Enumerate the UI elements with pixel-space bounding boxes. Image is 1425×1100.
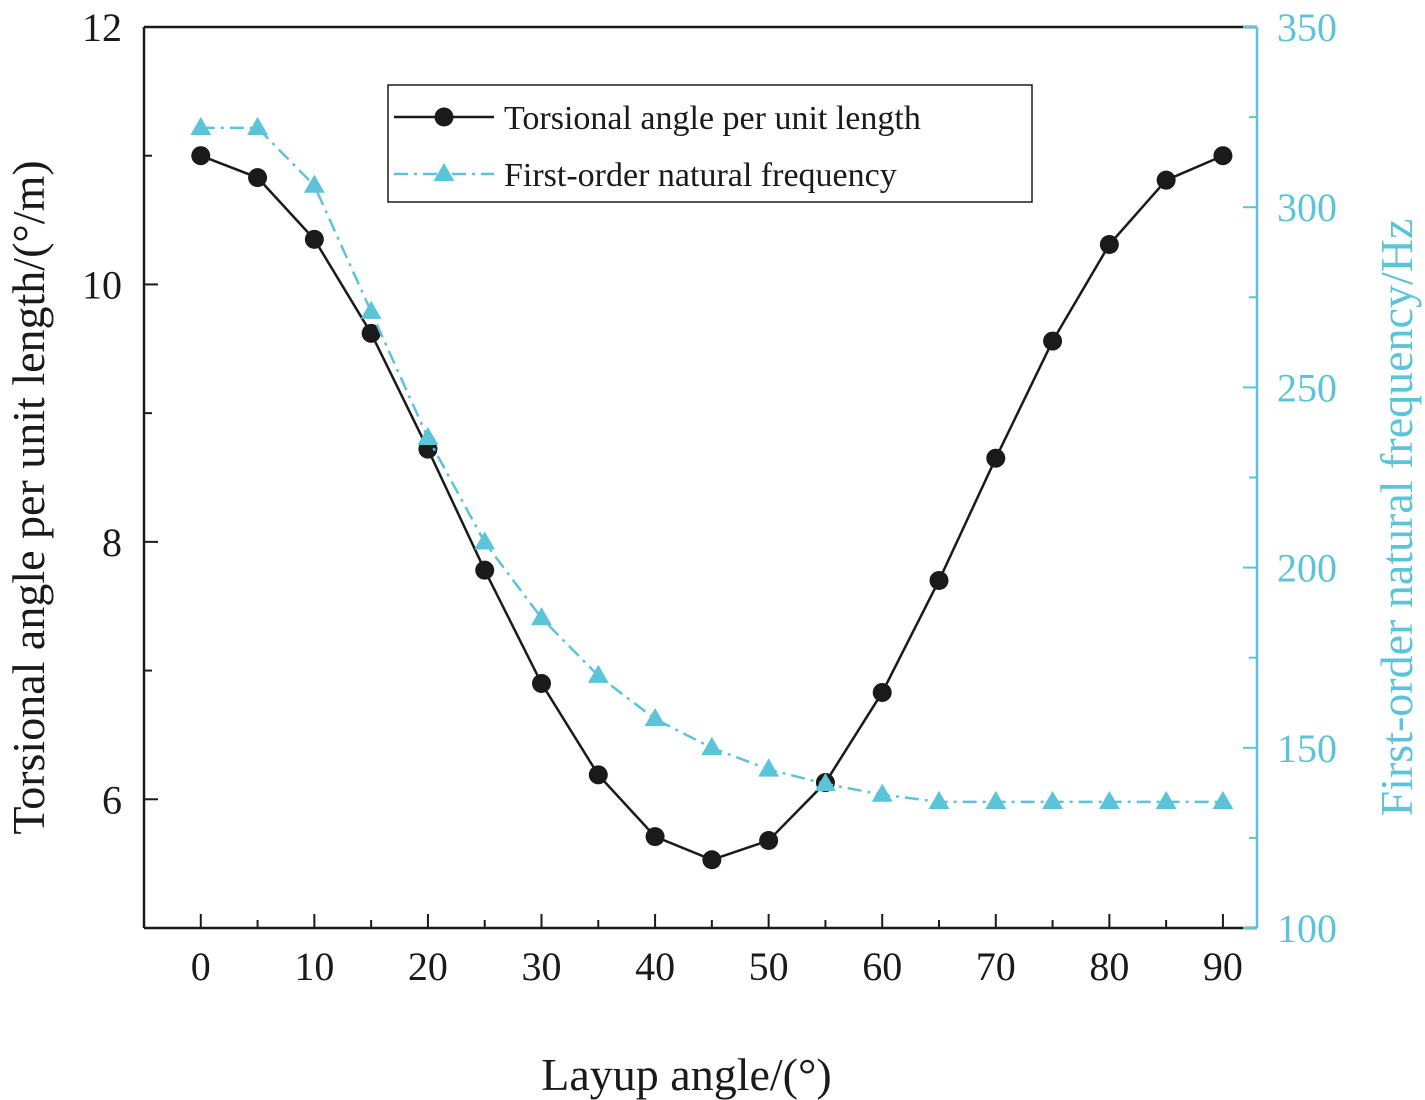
natural-frequency-point [474,531,496,550]
y-left-tick-label: 12 [82,5,122,50]
torsional-angle-point [645,827,665,847]
torsional-angle-point [872,682,892,702]
torsional-angle-point [986,448,1006,468]
y-left-tick-label: 8 [102,520,122,565]
y-right-tick-label: 250 [1277,365,1337,410]
x-tick-label: 20 [408,944,448,989]
legend-swatch-frequency-marker [433,163,455,182]
torsional-angle-point [1099,235,1119,255]
natural-frequency-point [587,664,609,683]
natural-frequency-point [985,790,1007,810]
y-left-tick-label: 10 [82,262,122,307]
x-tick-label: 30 [522,944,562,989]
natural-frequency-point [303,174,325,193]
natural-frequency-point [417,426,439,446]
torsional-angle-point [759,830,779,850]
natural-frequency-point [871,783,893,802]
torsional-angle-point [1156,170,1176,190]
x-tick-label: 70 [976,944,1016,989]
x-tick-label: 60 [862,944,902,989]
natural-frequency-point [531,607,552,626]
y-right-tick-label: 100 [1277,906,1337,951]
torsional-angle-point [588,765,608,785]
torsional-angle-point [702,850,722,870]
y-right-tick-label: 200 [1277,546,1337,591]
natural-frequency-point [1042,790,1064,810]
torsional-angle-point [361,323,381,343]
torsional-angle-point [1213,146,1233,166]
torsional-angle-point [929,570,949,590]
y-right-tick-label: 350 [1277,5,1337,50]
natural-frequency-point [1098,790,1120,810]
y-right-tick-label: 150 [1277,726,1337,771]
natural-frequency-point [190,116,212,136]
legend-swatch-torsional-marker [434,107,454,127]
x-axis-title: Layup angle/(°) [541,1049,831,1100]
y-left-tick-label: 6 [102,777,122,822]
torsional-angle-point [248,168,268,188]
natural-frequency-point [928,790,950,810]
natural-frequency-point [247,116,269,136]
natural-frequency-point [360,300,382,319]
legend-box [387,84,1033,203]
natural-frequency-point [701,736,723,755]
x-tick-label: 40 [635,944,675,989]
y-right-axis-title: First-order natural frequency/Hz [1371,219,1422,817]
torsional-angle-point [191,146,211,166]
torsional-angle-point [532,673,551,693]
y-left-axis-title: Torsional angle per unit length/(°/m) [3,160,54,834]
natural-frequency-point [644,707,666,727]
x-tick-label: 50 [749,944,789,989]
natural-frequency-line [200,126,1223,804]
legend-label-torsional: Torsional angle per unit length [504,100,921,137]
natural-frequency-point [758,758,780,777]
legend-label-frequency: First-order natural frequency [504,157,897,194]
torsional-angle-point [304,229,324,249]
torsional-angle-point [1043,331,1063,351]
natural-frequency-point [814,772,836,791]
y-right-tick-label: 300 [1277,185,1337,230]
natural-frequency-point [1155,790,1177,810]
x-tick-label: 10 [294,944,334,989]
natural-frequency-point [1212,790,1234,810]
x-tick-label: 80 [1089,944,1129,989]
x-tick-label: 0 [191,944,211,989]
torsional-angle-point [475,560,495,580]
x-tick-label: 90 [1203,944,1243,989]
